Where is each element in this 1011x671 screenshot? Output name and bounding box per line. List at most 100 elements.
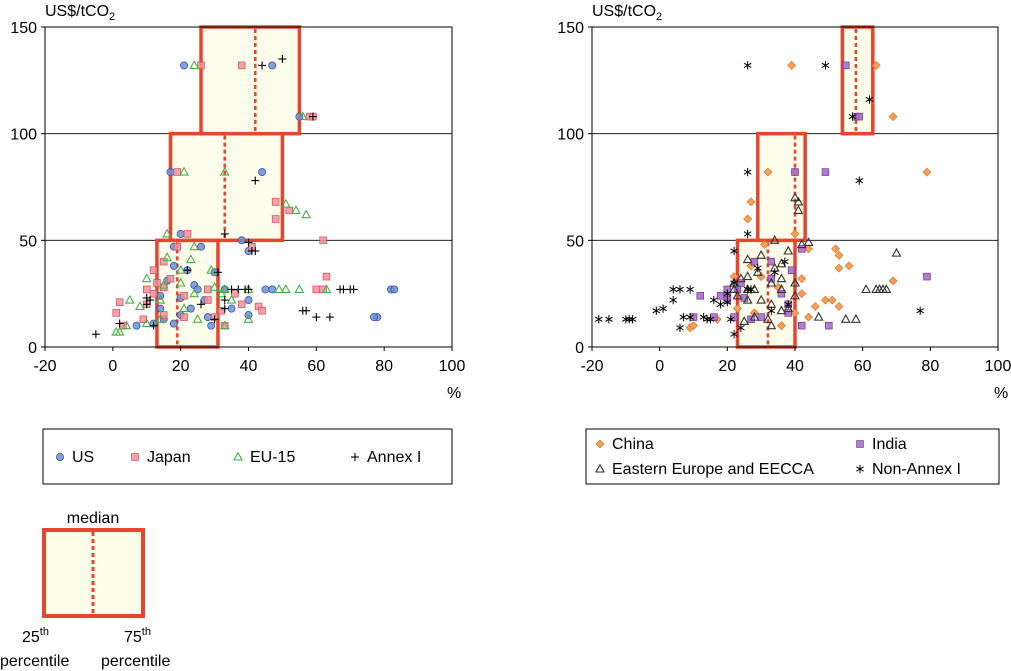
left-ytick-label-100: 100 <box>10 127 37 144</box>
right-point-eastern-europe-and-eecca-17 <box>766 277 777 287</box>
right-legend-swatch-china <box>595 439 605 449</box>
left-ytick-label-0: 0 <box>28 340 37 357</box>
right-point-non-annex-i-27 <box>706 315 715 324</box>
left-legend-item-annex-i: Annex I <box>351 449 421 466</box>
left-legend-label-eu-15: EU-15 <box>250 449 295 466</box>
right-point-eastern-europe-and-eecca-14 <box>742 271 753 281</box>
left-xtick-label-100: 100 <box>439 358 466 375</box>
right-xtick-label-0: 0 <box>655 358 664 375</box>
left-point-annex-i-3 <box>308 112 317 121</box>
left-point-us-32 <box>370 313 378 322</box>
left-point-eu-15-10 <box>162 252 173 261</box>
right-point-china-24 <box>827 295 837 305</box>
right-point-china-33 <box>777 321 786 331</box>
right-point-eastern-europe-and-eecca-24 <box>891 247 902 257</box>
left-y-unit-label: US$/tCO2 <box>45 3 115 23</box>
left-point-eu-15-28 <box>179 303 189 313</box>
left-point-annex-i-32 <box>91 330 100 339</box>
right-series-non-annex-i <box>594 61 925 339</box>
right-point-china-11 <box>804 244 813 254</box>
left-point-eu-15-18 <box>274 284 284 293</box>
left-xtick-label-60: 60 <box>307 358 325 375</box>
right-point-non-annex-i-9 <box>780 257 789 266</box>
right-point-eastern-europe-and-eecca-29 <box>790 290 800 300</box>
right-point-india-6 <box>798 245 806 253</box>
left-legend-swatch-us <box>56 453 64 461</box>
left-legend: US Japan EU-15 Annex I <box>42 428 453 485</box>
left-point-japan-15 <box>166 274 175 283</box>
percentile-key: median 25th percentile 75th percentile <box>0 510 170 670</box>
left-point-eu-15-7 <box>301 209 312 219</box>
right-legend-swatch-non-annex-i <box>856 464 864 474</box>
left-point-us-27 <box>227 304 236 313</box>
left-point-eu-15-15 <box>158 279 169 289</box>
left-legend-swatch-eu-15 <box>233 451 243 461</box>
right-point-china-30 <box>804 312 813 322</box>
right-point-china-26 <box>810 302 820 311</box>
left-point-eu-15-23 <box>155 294 166 304</box>
right-legend-item-non-annex-i: Non-Annex I <box>856 461 961 478</box>
left-series-eu-15 <box>111 60 332 336</box>
right-legend: China India Eastern Europe and EECCA Non-An… <box>585 428 1000 485</box>
right-point-non-annex-i-32 <box>628 315 637 324</box>
left-point-japan-33 <box>258 306 266 315</box>
key-box <box>42 528 145 618</box>
left-ytick-label-150: 150 <box>10 20 37 37</box>
right-xtick-label-60: 60 <box>854 358 872 375</box>
right-ytick-label-100: 100 <box>557 127 584 144</box>
left-legend-label-annex-i: Annex I <box>367 449 421 466</box>
right-point-eastern-europe-and-eecca-13 <box>735 273 746 283</box>
right-point-non-annex-i-17 <box>669 285 678 294</box>
left-ytick-label-50: 50 <box>19 233 37 250</box>
right-legend-label-china: China <box>612 436 654 453</box>
left-xtick-label-20: 20 <box>172 358 190 375</box>
left-legend-swatch-annex-i <box>351 453 359 461</box>
right-point-china-32 <box>689 321 698 331</box>
right-xtick-label-40: 40 <box>786 358 804 375</box>
left-point-us-29 <box>203 313 212 322</box>
left-point-japan-6 <box>271 198 280 206</box>
right-xtick-label--20: -20 <box>580 358 603 375</box>
key-p75-label: 75th <box>124 626 151 646</box>
right-xtick-label-20: 20 <box>718 358 736 375</box>
right-point-non-annex-i-4 <box>848 112 857 121</box>
right-point-non-annex-i-3 <box>865 95 874 104</box>
right-point-india-7 <box>750 257 759 266</box>
right-point-eastern-europe-and-eecca-25 <box>729 284 740 293</box>
left-legend-item-us: US <box>56 449 94 466</box>
left-xtick-label-0: 0 <box>108 358 117 375</box>
right-xtick-label-100: 100 <box>985 358 1011 375</box>
right-point-china-3 <box>888 112 898 122</box>
right-point-non-annex-i-36 <box>730 330 738 339</box>
right-point-non-annex-i-39 <box>767 306 776 315</box>
right-point-non-annex-i-30 <box>621 315 630 324</box>
left-percentile-box-2 <box>168 131 285 243</box>
left-point-japan-29 <box>112 309 120 317</box>
right-point-china-1 <box>787 60 797 70</box>
right-percentile-box-2 <box>756 131 807 243</box>
right-point-non-annex-i-21 <box>723 298 732 307</box>
left-point-eu-15-16 <box>209 281 220 291</box>
right-legend-item-china: China <box>595 436 654 453</box>
left-point-eu-15-25 <box>216 288 227 298</box>
right-point-india-28 <box>737 279 745 287</box>
right-point-non-annex-i-1 <box>743 61 752 70</box>
left-point-japan-19 <box>204 285 212 294</box>
right-point-eastern-europe-and-eecca-34 <box>783 303 794 313</box>
right-point-eastern-europe-and-eecca-40 <box>762 313 773 323</box>
right-point-eastern-europe-and-eecca-39 <box>749 311 760 321</box>
right-point-non-annex-i-8 <box>730 246 738 256</box>
left-point-us-5 <box>258 168 267 177</box>
right-legend-label-eastern-europe-and-eecca: Eastern Europe and EECCA <box>612 461 814 478</box>
right-point-non-annex-i-37 <box>737 323 745 332</box>
left-legend-label-japan: Japan <box>147 449 191 466</box>
right-point-non-annex-i-11 <box>753 263 762 273</box>
right-point-non-annex-i-35 <box>676 323 684 332</box>
right-point-non-annex-i-24 <box>686 312 694 322</box>
right-point-china-15 <box>844 261 854 271</box>
left-point-eu-15-6 <box>291 205 301 215</box>
right-point-eastern-europe-and-eecca-2 <box>793 196 804 206</box>
left-point-us-9 <box>237 236 246 245</box>
right-point-china-7 <box>746 197 756 207</box>
right-point-eastern-europe-and-eecca-1 <box>790 192 800 202</box>
